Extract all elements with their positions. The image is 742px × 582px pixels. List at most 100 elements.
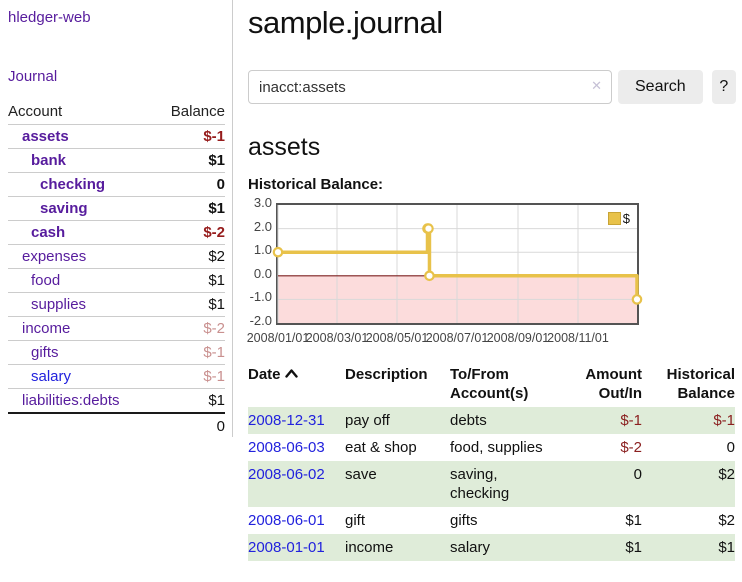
- y-axis-tick-label: 0.0: [253, 265, 272, 281]
- transaction-accounts: gifts: [450, 512, 478, 529]
- account-total-value: 0: [216, 418, 225, 435]
- account-row: liabilities:debts $1: [8, 388, 225, 414]
- transaction-row: 2008-12-31 pay off debts $-1 $-1: [248, 407, 735, 434]
- account-table-header: Account Balance: [8, 100, 225, 125]
- search-input[interactable]: [248, 70, 612, 104]
- app-brand-link[interactable]: hledger-web: [8, 9, 91, 26]
- transaction-date-link[interactable]: 2008-01-01: [248, 539, 325, 556]
- x-axis-tick-label: 2008/03/01: [305, 331, 369, 345]
- transaction-balance: $-1: [713, 412, 735, 429]
- x-axis-tick-label: 2008/11/01: [547, 331, 609, 345]
- transaction-amount: $-2: [620, 439, 642, 456]
- x-axis-tick-label: 2008/09/01: [486, 331, 550, 345]
- transaction-row: 2008-06-01 gift gifts $1 $2: [248, 507, 735, 534]
- chart-legend: $: [605, 210, 632, 227]
- transaction-accounts: saving, checking: [450, 466, 510, 502]
- account-row: assets $-1: [8, 124, 225, 149]
- account-row: saving $1: [8, 196, 225, 221]
- header-balance: Historical Balance: [666, 366, 735, 402]
- transaction-balance: $2: [718, 466, 735, 483]
- account-column-header: Account: [8, 103, 63, 120]
- legend-label: $: [622, 211, 630, 226]
- y-axis-tick-label: 1.0: [253, 242, 272, 258]
- help-button[interactable]: ?: [711, 70, 736, 104]
- account-link-income[interactable]: income: [22, 320, 71, 337]
- x-axis-tick-label: 2008/07/01: [425, 331, 489, 345]
- header-description: Description: [345, 366, 428, 383]
- account-row: gifts $-1: [8, 340, 225, 365]
- account-link-checking[interactable]: checking: [40, 176, 106, 193]
- transaction-description: gift: [345, 512, 366, 529]
- historical-balance-chart: $ 3.0 2.0 1.0 0.0 -1.0 -2.0 2008/01/01 2008/03/…: [246, 195, 736, 345]
- account-link-liabilities-debts[interactable]: liabilities:debts: [22, 392, 120, 409]
- account-balance: $-1: [203, 344, 225, 361]
- transaction-date-link[interactable]: 2008-12-31: [248, 412, 325, 429]
- account-row: cash $-2: [8, 220, 225, 245]
- sidebar-item-journal[interactable]: Journal: [8, 68, 58, 85]
- sort-ascending-icon: [284, 369, 298, 378]
- account-row: expenses $2: [8, 244, 225, 269]
- transaction-date-link[interactable]: 2008-06-02: [248, 466, 325, 483]
- y-axis-tick-label: 3.0: [253, 195, 272, 210]
- account-balance: $1: [208, 200, 225, 217]
- transaction-description: pay off: [345, 412, 390, 429]
- account-link-assets[interactable]: assets: [22, 128, 69, 145]
- account-link-saving[interactable]: saving: [40, 200, 88, 217]
- account-row: bank $1: [8, 148, 225, 173]
- transaction-row: 2008-01-01 income salary $1 $1: [248, 534, 735, 561]
- transaction-balance: $1: [718, 539, 735, 556]
- legend-swatch-icon: [607, 212, 621, 225]
- account-link-bank[interactable]: bank: [31, 152, 67, 169]
- transaction-description: income: [345, 539, 394, 556]
- account-balance: $1: [208, 152, 225, 169]
- account-balance: $-2: [203, 224, 225, 241]
- transaction-accounts: salary: [450, 539, 491, 556]
- account-row: food $1: [8, 268, 225, 293]
- account-total-row: 0: [8, 413, 225, 439]
- y-axis-tick-label: 2.0: [253, 218, 272, 234]
- account-link-gifts[interactable]: gifts: [31, 344, 59, 361]
- chart-title: Historical Balance:: [248, 176, 384, 193]
- account-row: salary $-1: [8, 364, 225, 389]
- transaction-amount: $1: [625, 539, 642, 556]
- account-link-cash[interactable]: cash: [31, 224, 66, 241]
- chart-svg: [272, 205, 643, 323]
- header-date[interactable]: Date: [248, 363, 345, 407]
- transaction-date-link[interactable]: 2008-06-01: [248, 512, 325, 529]
- account-heading: assets: [248, 133, 321, 161]
- account-row: supplies $1: [8, 292, 225, 317]
- transaction-accounts: food, supplies: [450, 439, 543, 456]
- transaction-balance: 0: [726, 439, 735, 456]
- account-balance: $-1: [203, 128, 225, 145]
- y-axis-tick-label: -2.0: [249, 313, 272, 328]
- account-balance: $-1: [203, 368, 225, 385]
- account-balance: $1: [208, 392, 225, 409]
- account-balance-table: Account Balance assets $-1 bank $1 checking 0…: [8, 100, 225, 439]
- account-balance: $-2: [203, 320, 225, 337]
- account-link-salary[interactable]: salary: [31, 368, 72, 385]
- register-rows: 2008-12-31 pay off debts $-1 $-1 2008-06-03 ea…: [248, 407, 735, 561]
- account-row: income $-2: [8, 316, 225, 341]
- header-amount: Amount Out/In: [585, 366, 642, 402]
- transaction-description: save: [345, 466, 377, 483]
- account-balance: $1: [208, 272, 225, 289]
- transaction-accounts: debts: [450, 412, 487, 429]
- x-axis-tick-label: 2008/05/01: [365, 331, 429, 345]
- account-balance: $1: [208, 296, 225, 313]
- account-link-food[interactable]: food: [31, 272, 61, 289]
- account-balance: 0: [216, 176, 225, 193]
- register-header-row: Date Description To/From Account(s) Amou…: [248, 363, 735, 407]
- register-table: Date Description To/From Account(s) Amou…: [248, 363, 735, 561]
- account-link-supplies[interactable]: supplies: [31, 296, 87, 313]
- page-title: sample.journal: [248, 5, 443, 40]
- clear-search-icon[interactable]: ✕: [591, 78, 602, 93]
- main-content: sample.journal ✕ Search ? assets Histori…: [246, 0, 736, 561]
- x-axis-tick-label: 2008/01/01: [246, 331, 310, 345]
- search-box: ✕: [248, 70, 612, 104]
- account-link-expenses[interactable]: expenses: [22, 248, 87, 265]
- transaction-amount: $-1: [620, 412, 642, 429]
- chart-plot-area: $: [272, 203, 643, 325]
- search-button[interactable]: Search: [618, 70, 703, 104]
- transaction-date-link[interactable]: 2008-06-03: [248, 439, 325, 456]
- transaction-row: 2008-06-02 save saving, checking 0 $2: [248, 461, 735, 507]
